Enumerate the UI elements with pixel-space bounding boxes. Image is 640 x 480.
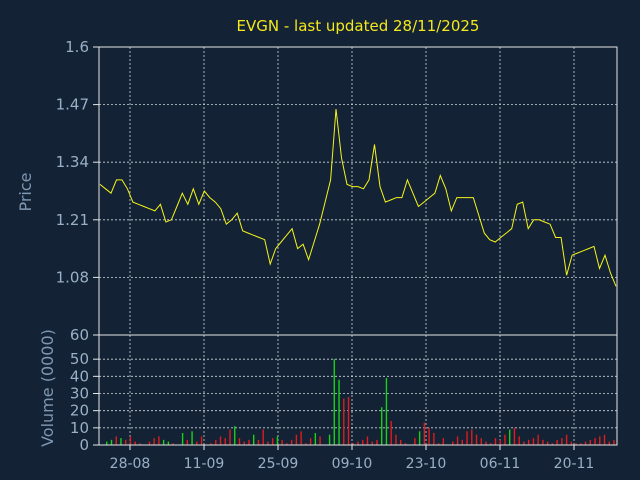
price-tick-label: 1.34 — [56, 153, 89, 171]
price-tick-label: 1.08 — [56, 268, 89, 286]
price-y-ticks: 1.08 1.21 1.34 1.47 1.6 — [56, 38, 99, 286]
volume-tick-label: 50 — [70, 350, 89, 368]
chart-title: EVGN - last updated 28/11/2025 — [237, 17, 480, 35]
price-tick-label: 1.47 — [56, 96, 89, 114]
price-axis-title: Price — [16, 172, 35, 211]
volume-tick-label: 30 — [70, 385, 89, 403]
volume-tick-label: 10 — [70, 419, 89, 437]
x-tick-label: 25-09 — [258, 456, 299, 472]
volume-axis-title: Volume (0000) — [38, 329, 57, 447]
price-grid — [99, 46, 617, 335]
volume-tick-label: 0 — [79, 436, 89, 454]
volume-top-tick-label: 60 — [70, 326, 89, 344]
x-tick-label: 11-09 — [184, 456, 225, 472]
x-tick-label: 28-08 — [110, 456, 151, 472]
price-panel: 1.08 1.21 1.34 1.47 1.6 Price — [16, 38, 618, 336]
x-axis-ticks: 28-08 11-09 25-09 09-10 23-10 06-11 20-11 — [110, 445, 595, 472]
volume-tick-label: 40 — [70, 367, 89, 385]
price-tick-label: 1.21 — [56, 211, 89, 229]
x-tick-label: 09-10 — [332, 456, 373, 472]
volume-tick-label: 20 — [70, 402, 89, 420]
x-tick-label: 20-11 — [554, 456, 595, 472]
x-tick-label: 23-10 — [406, 456, 447, 472]
price-line — [99, 108, 617, 287]
volume-bars — [106, 359, 615, 445]
x-tick-label: 06-11 — [480, 456, 521, 472]
volume-frame — [98, 334, 618, 446]
price-tick-label: 1.6 — [65, 38, 89, 56]
